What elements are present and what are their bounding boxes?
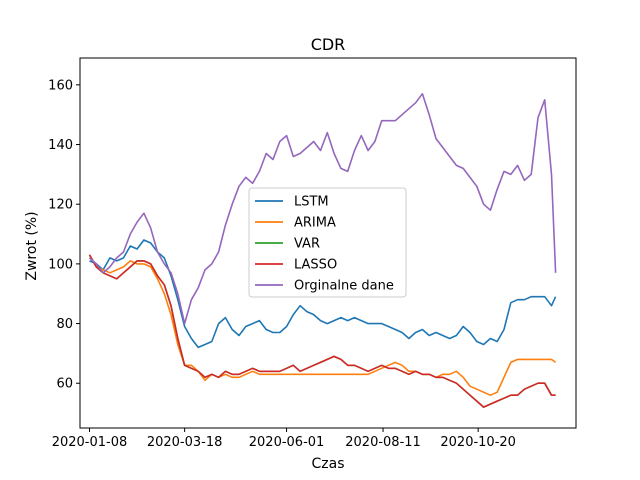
y-tick-label: 100 xyxy=(48,257,73,272)
series-line-4 xyxy=(88,93,557,325)
legend-label-0: LSTM xyxy=(294,195,329,210)
y-tick-label: 60 xyxy=(56,377,73,392)
x-tick-label: 2020-10-20 xyxy=(440,435,516,450)
y-axis-title: Zwrot (%) xyxy=(24,211,40,280)
y-tick-label: 80 xyxy=(56,317,73,332)
legend-label-4: Orginalne dane xyxy=(294,279,394,294)
x-tick-label: 2020-03-18 xyxy=(147,435,223,450)
legend-label-1: ARIMA xyxy=(294,216,336,231)
legend: LSTM ARIMA VAR LASSO Orginalne dane xyxy=(248,187,407,298)
plot-area xyxy=(88,93,557,408)
series-line-1 xyxy=(88,254,557,396)
legend-label-2: VAR xyxy=(294,237,320,252)
x-tick-label: 2020-08-11 xyxy=(345,435,421,450)
series-line-3 xyxy=(88,254,556,408)
plot-frame xyxy=(79,57,577,429)
y-tick-label: 140 xyxy=(48,138,73,153)
legend-box xyxy=(248,187,407,298)
x-axis-title: Czas xyxy=(312,456,345,472)
axes: 2020-01-08 2020-03-18 2020-06-01 2020-08-11… xyxy=(48,57,577,450)
x-tick-label: 2020-01-08 xyxy=(52,435,128,450)
legend-label-3: LASSO xyxy=(294,258,337,273)
y-tick-label: 120 xyxy=(48,198,73,213)
y-tick-label: 160 xyxy=(48,78,73,93)
series-line-0 xyxy=(89,239,557,349)
chart-title: CDR xyxy=(311,35,346,54)
x-tick-label: 2020-06-01 xyxy=(249,435,325,450)
